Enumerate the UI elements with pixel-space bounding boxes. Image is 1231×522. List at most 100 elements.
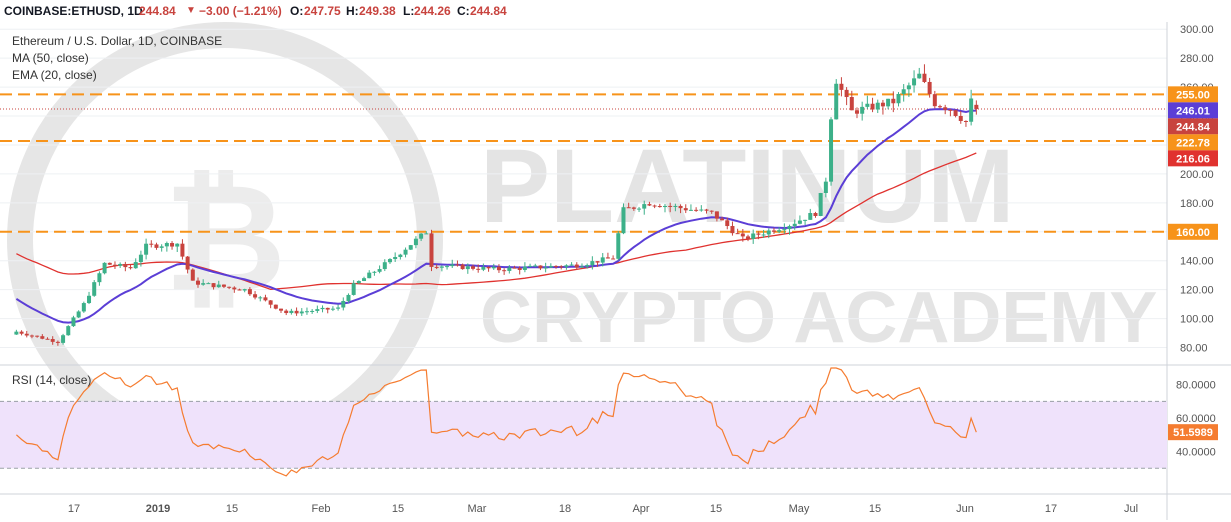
last-price: 244.84 — [139, 4, 176, 18]
high-value: 249.38 — [359, 4, 396, 18]
candle-body — [299, 311, 304, 314]
price-labels: 255.00 246.01 244.84 222.78 216.06 160.00 51.5… — [1168, 86, 1218, 441]
candle-body — [325, 307, 330, 310]
candle-body — [880, 102, 885, 107]
candle-body — [512, 267, 517, 269]
x-tick-label: Feb — [312, 503, 331, 515]
open-label: O: — [290, 4, 304, 18]
candle-body — [860, 106, 865, 114]
candle-body — [704, 209, 709, 211]
candle-body — [66, 326, 71, 336]
ma-legend[interactable]: MA (50, close) — [12, 51, 89, 65]
candle-body — [35, 335, 40, 337]
candle-body — [481, 266, 486, 270]
rsi-band-fill — [0, 401, 1167, 469]
candle-body — [128, 267, 133, 269]
price-label-box — [1168, 102, 1218, 119]
candle-body — [699, 209, 704, 211]
candle-body — [55, 341, 60, 343]
candle-body — [927, 81, 932, 95]
candle-body — [538, 265, 543, 269]
x-tick-label: Apr — [632, 503, 649, 515]
candle-body — [611, 258, 616, 260]
candle-body — [387, 259, 392, 263]
candle-body — [528, 265, 533, 267]
x-tick-label: 17 — [68, 503, 80, 515]
symbol-name[interactable]: COINBASE:ETHUSD, 1D — [4, 4, 143, 18]
candle-body — [569, 264, 574, 266]
candle-body — [813, 213, 818, 216]
candle-body — [294, 310, 299, 314]
candle-body — [969, 98, 974, 122]
x-tick-label: 15 — [226, 503, 238, 515]
candle-body — [517, 267, 522, 270]
candle-body — [413, 238, 418, 246]
candle-body — [616, 233, 621, 259]
candle-body — [408, 245, 413, 250]
candle-body — [548, 265, 553, 268]
candle-body — [476, 268, 481, 270]
candle-body — [315, 309, 320, 311]
candle-body — [683, 208, 688, 211]
rsi-legend[interactable]: RSI (14, close) — [12, 373, 92, 387]
candle-body — [289, 310, 294, 314]
x-tick-label: 18 — [559, 503, 571, 515]
watermark-line2: CRYPTO ACADEMY — [480, 278, 1157, 358]
price-label-box — [1168, 223, 1218, 240]
candle-body — [829, 119, 834, 182]
candle-body — [694, 209, 699, 211]
candle-body — [688, 209, 693, 211]
candle-body — [502, 270, 507, 272]
candle-body — [771, 230, 776, 232]
candle-body — [97, 273, 102, 283]
ma-line — [16, 152, 977, 291]
close-value: 244.84 — [470, 4, 507, 18]
candle-body — [808, 213, 813, 220]
candle-body — [631, 207, 636, 209]
x-tick-label: Mar — [468, 503, 487, 515]
candle-body — [948, 109, 953, 111]
candle-body — [102, 262, 107, 274]
open-value: 247.75 — [304, 4, 341, 18]
candle-body — [29, 335, 34, 337]
low-value: 244.26 — [414, 4, 451, 18]
candle-body — [912, 78, 917, 86]
candle-body — [439, 266, 444, 268]
candle-body — [403, 249, 408, 255]
candle-body — [751, 233, 756, 239]
y-tick-label: 180.00 — [1180, 198, 1214, 210]
candle-body — [346, 294, 351, 301]
candle-body — [362, 278, 367, 282]
candle-body — [834, 83, 839, 120]
x-tick-label: May — [789, 503, 810, 515]
candle-body — [434, 266, 439, 268]
candle-body — [652, 205, 657, 207]
candle-body — [621, 207, 626, 234]
candle-body — [123, 263, 128, 268]
price-label-text: 246.01 — [1176, 105, 1210, 117]
watermark-line1: PLATINUM — [480, 128, 1015, 245]
candle-body — [310, 310, 315, 312]
candle-body — [554, 265, 559, 267]
candle-body — [932, 94, 937, 107]
candle-body — [195, 280, 200, 285]
candle-body — [974, 104, 979, 110]
ema-legend[interactable]: EMA (20, close) — [12, 68, 97, 82]
y-tick-label: 300.00 — [1180, 24, 1214, 36]
candle-body — [922, 73, 927, 82]
candle-body — [792, 223, 797, 227]
candle-body — [221, 284, 226, 287]
candle-body — [268, 300, 273, 305]
candle-body — [963, 120, 968, 122]
price-label-text: 160.00 — [1176, 227, 1210, 239]
candle-body — [424, 233, 429, 235]
candle-body — [777, 230, 782, 232]
candle-body — [849, 97, 854, 111]
candle-body — [253, 294, 258, 298]
price-label-text: 216.06 — [1176, 153, 1210, 165]
candle-body — [953, 110, 958, 116]
candle-body — [735, 233, 740, 235]
candle-body — [678, 205, 683, 209]
rsi-tick-label: 80.0000 — [1176, 380, 1216, 392]
